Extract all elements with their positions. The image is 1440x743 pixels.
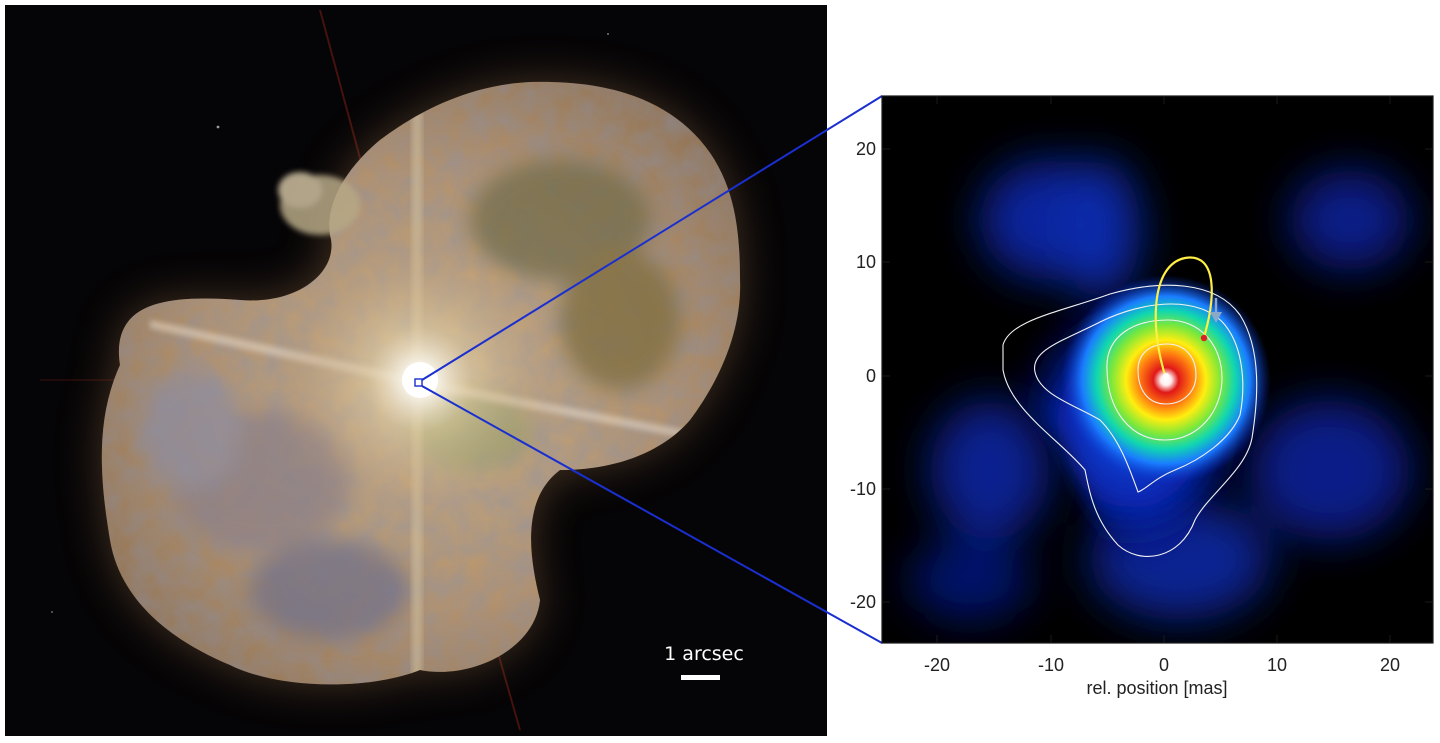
plot-frame: [881, 95, 1434, 644]
x-tick-label: -10: [1038, 655, 1064, 675]
x-axis-label: rel. position [mas]: [1086, 678, 1227, 698]
scale-bar: 1 arcsec: [664, 643, 744, 680]
y-tick-label: -20: [850, 592, 876, 612]
x-tick-label: 10: [1267, 655, 1287, 675]
y-tick-label: -10: [850, 479, 876, 499]
nebula-image: 1 arcsec: [5, 5, 827, 736]
x-axis: [936, 96, 1391, 643]
x-tick-label: -20: [924, 655, 950, 675]
detail-plot: 20 10 0 -10 -20 -20 -10 0 10 20 rel. pos…: [850, 95, 1434, 698]
y-tick-label: 0: [866, 366, 876, 386]
y-tick-label: 20: [856, 139, 876, 159]
y-tick-label: 10: [856, 252, 876, 272]
companion-marker: [1200, 334, 1208, 342]
y-axis: [882, 148, 1433, 603]
zoom-connector-lines: [421, 95, 883, 644]
intensity-contours: [1002, 284, 1258, 557]
arrow-indicator: [1210, 298, 1222, 323]
zoom-region-marker: [414, 378, 423, 387]
x-tick-label: 20: [1380, 655, 1400, 675]
x-tick-label: 0: [1159, 655, 1169, 675]
companion-orbit: [1154, 256, 1213, 379]
scale-bar-label: 1 arcsec: [664, 643, 744, 665]
primary-star-marker: [1163, 373, 1169, 379]
